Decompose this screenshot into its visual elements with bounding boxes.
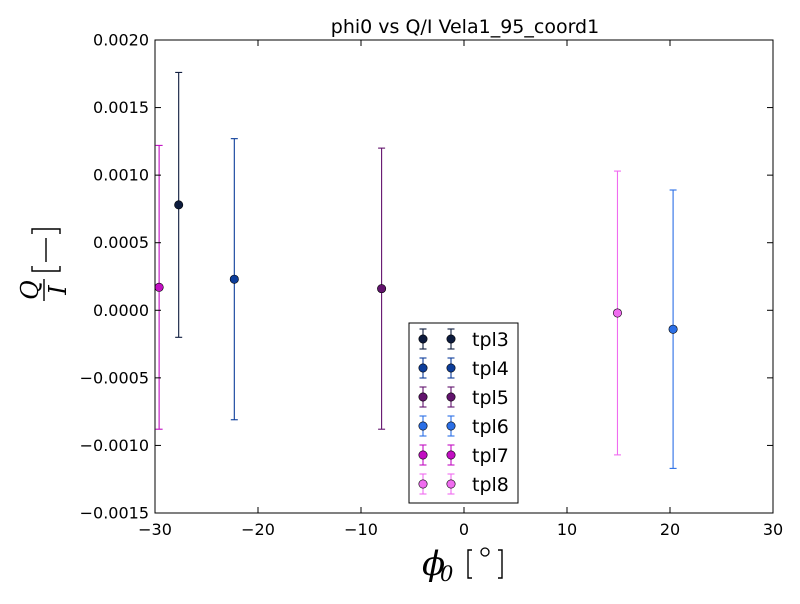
legend-marker <box>418 363 428 373</box>
legend-item-tpl5: tpl5 <box>418 386 509 409</box>
legend-label: tpl6 <box>472 416 509 438</box>
legend-box <box>408 322 519 504</box>
legend-item-tpl4: tpl4 <box>418 357 509 380</box>
legend-marker <box>446 479 456 489</box>
x-axis-label: ϕ 0 <box>422 544 503 586</box>
legend-marker <box>446 421 456 431</box>
series-tpl8 <box>612 170 622 456</box>
legend-item-tpl3: tpl3 <box>418 328 509 351</box>
x-tick-label: 20 <box>660 520 680 539</box>
series-tpl6 <box>668 189 678 469</box>
y-tick-label: 0.0010 <box>93 166 149 185</box>
legend-marker <box>446 392 456 402</box>
legend-marker <box>418 392 428 402</box>
series-tpl3 <box>174 71 184 338</box>
data-point <box>377 284 387 294</box>
legend-marker <box>446 450 456 460</box>
y-tick-label: 0.0005 <box>93 233 149 252</box>
legend-marker <box>418 421 428 431</box>
y-tick-label: −0.0005 <box>80 368 149 387</box>
y-axis-label: Q I <box>16 228 72 301</box>
x-tick-label: 0 <box>459 520 469 539</box>
data-point <box>668 324 678 334</box>
legend: tpl3 tpl4 tpl5 tpl6 tpl7 tpl8 <box>408 322 519 504</box>
series-tpl5 <box>377 147 387 430</box>
svg-text:ϕ: ϕ <box>422 544 445 584</box>
y-tick-label: −0.0010 <box>80 436 149 455</box>
legend-item-tpl8: tpl8 <box>418 473 509 496</box>
y-tick-label: 0.0015 <box>93 98 149 117</box>
legend-label: tpl5 <box>472 387 509 409</box>
legend-marker <box>446 363 456 373</box>
series-tpl4 <box>229 138 239 421</box>
legend-label: tpl7 <box>472 445 509 467</box>
svg-text:0: 0 <box>440 562 453 586</box>
legend-marker <box>446 334 456 344</box>
legend-label: tpl4 <box>472 358 509 380</box>
series-tpl7 <box>154 144 164 430</box>
chart-title: phi0 vs Q/I Vela1_95_coord1 <box>331 16 599 38</box>
legend-item-tpl6: tpl6 <box>418 415 509 438</box>
data-point <box>174 200 184 210</box>
legend-label: tpl8 <box>472 474 509 496</box>
legend-marker <box>418 334 428 344</box>
data-point <box>154 282 164 292</box>
legend-marker <box>418 479 428 489</box>
axis-layer: −30 −20 −10 0 10 20 30 −0.0015 −0.0010 −0.0005 0.0… <box>80 31 784 540</box>
svg-text:Q: Q <box>16 280 44 300</box>
y-tick-label: 0.0000 <box>93 301 149 320</box>
data-point <box>612 308 622 318</box>
x-tick-label: −10 <box>344 520 378 539</box>
x-tick-label: −30 <box>138 520 172 539</box>
y-tick-label: 0.0020 <box>93 31 149 50</box>
x-tick-label: 10 <box>557 520 577 539</box>
svg-text:I: I <box>44 285 72 296</box>
legend-marker <box>418 450 428 460</box>
data-point <box>229 274 239 284</box>
y-tick-label: −0.0015 <box>80 504 149 523</box>
x-tick-label: 30 <box>763 520 783 539</box>
x-tick-label: −20 <box>241 520 275 539</box>
legend-item-tpl7: tpl7 <box>418 444 509 467</box>
series-layer <box>154 71 678 469</box>
legend-label: tpl3 <box>472 329 509 351</box>
